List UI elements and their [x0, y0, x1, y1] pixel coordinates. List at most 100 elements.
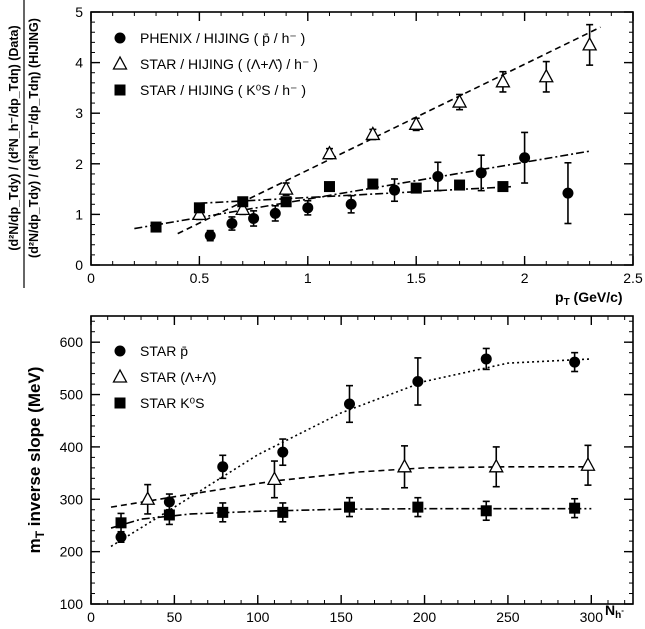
- legend-marker: [114, 397, 126, 409]
- data-point: [365, 126, 381, 141]
- x-tick-label: 2: [521, 270, 529, 286]
- bottom-fit-lines: [110, 358, 592, 548]
- data-point: [277, 446, 289, 458]
- bottom-plot-frame: [90, 315, 634, 605]
- data-point: [277, 506, 289, 518]
- data-point: [412, 501, 424, 513]
- data-point: [451, 93, 468, 108]
- data-point: [562, 187, 574, 199]
- data-point: [163, 509, 175, 521]
- data-point: [345, 198, 357, 210]
- data-point: [115, 531, 127, 543]
- x-tick-label: 250: [496, 609, 520, 624]
- data-point: [480, 353, 492, 365]
- x-tick-label: 300: [580, 609, 604, 624]
- x-tick-label: 0: [87, 609, 95, 624]
- x-tick-label: 200: [413, 609, 437, 624]
- data-point: [278, 180, 294, 195]
- legend-marker: [114, 32, 126, 44]
- top-data-marks: [150, 23, 598, 242]
- data-point: [580, 456, 596, 471]
- y-tick-label: 1: [75, 206, 83, 222]
- data-point: [140, 490, 156, 505]
- data-point: [475, 167, 487, 179]
- top-axes: 0 0.5 1 1.5 2 2.5 0 1 2 3 4 5: [75, 4, 643, 286]
- x-tick-label: 0: [87, 270, 95, 286]
- fit-line: [110, 466, 592, 508]
- data-point: [569, 356, 581, 368]
- data-point: [343, 501, 355, 513]
- x-tick-label: 150: [329, 609, 353, 624]
- bottom-x-axis-label: Nh-: [605, 602, 624, 621]
- legend-label: STAR p̄: [140, 343, 188, 359]
- top-plot: 0 0.5 1 1.5 2 2.5 0 1 2 3 4 5 PHENIX / HIJING ( p̄ …: [7, 0, 643, 308]
- data-point: [237, 196, 249, 208]
- y-tick-label: 400: [60, 439, 84, 455]
- data-point: [269, 207, 281, 219]
- data-point: [191, 206, 207, 221]
- x-tick-label: 2.5: [623, 270, 643, 286]
- x-tick-label: 1.5: [406, 270, 426, 286]
- data-point: [389, 184, 401, 196]
- bottom-legend: STAR p̄ STAR (Λ+Λ̄) STAR K⁰S: [112, 343, 216, 411]
- data-point: [235, 200, 251, 215]
- y-tick-label: 2: [75, 156, 83, 172]
- data-point: [248, 212, 260, 224]
- data-point: [480, 505, 492, 517]
- data-point: [343, 398, 355, 410]
- top-y-axis-label: (d²N/dp_Tdy) / (d²N_h⁻/dp_Tdη) (Data) (d…: [7, 0, 41, 288]
- data-point: [538, 68, 554, 83]
- data-point: [396, 458, 413, 473]
- data-point: [280, 196, 292, 208]
- legend-marker: [114, 345, 126, 357]
- data-point: [217, 461, 229, 473]
- y-tick-label: 300: [60, 491, 84, 507]
- y-tick-label: 5: [75, 4, 83, 20]
- legend-marker: [114, 84, 126, 96]
- data-point: [266, 471, 283, 486]
- legend-marker: [112, 55, 128, 70]
- fit-line: [177, 26, 601, 235]
- x-tick-label: 50: [167, 609, 183, 624]
- data-point: [569, 502, 581, 514]
- data-point: [150, 221, 162, 233]
- data-point: [497, 181, 509, 193]
- data-point: [226, 218, 238, 230]
- data-point: [367, 178, 379, 190]
- fit-line: [134, 150, 590, 230]
- x-tick-label: 0.5: [190, 270, 210, 286]
- data-point: [495, 73, 511, 88]
- y-tick-label: 3: [75, 105, 83, 121]
- data-point: [321, 145, 338, 160]
- y-tick-label: 500: [60, 387, 84, 403]
- x-tick-label: 1: [304, 270, 312, 286]
- data-point: [582, 36, 598, 51]
- x-tick-label: 100: [246, 609, 270, 624]
- legend-marker: [112, 368, 128, 383]
- data-point: [302, 202, 314, 214]
- data-point: [519, 152, 531, 164]
- legend-label: PHENIX / HIJING ( p̄ / h⁻ ): [140, 30, 305, 46]
- data-point: [432, 170, 444, 182]
- data-point: [204, 230, 216, 242]
- top-y-axis-label-lower: (d²N/dp_Tdy) / (d²N_h⁻/dp_Tdη) (HIJING): [27, 18, 41, 258]
- top-x-axis-label: pT (GeV/c): [555, 289, 623, 308]
- legend-label: STAR / HIJING ( K⁰S / h⁻ ): [140, 82, 306, 98]
- data-point: [410, 182, 422, 194]
- data-point: [412, 375, 424, 387]
- fit-line: [110, 358, 592, 548]
- bottom-plot: 0 50 100 150 200 250 300 100 200 300 400 500 600 STA…: [25, 315, 634, 625]
- y-tick-label: 600: [60, 334, 84, 350]
- data-point: [488, 458, 504, 473]
- data-point: [115, 517, 127, 529]
- y-tick-label: 200: [60, 544, 84, 560]
- data-point: [323, 181, 335, 193]
- top-y-axis-label-upper: (d²N/dp_Tdy) / (d²N_h⁻/dp_Tdη) (Data): [7, 25, 21, 250]
- top-legend: PHENIX / HIJING ( p̄ / h⁻ ) STAR / HIJING…: [112, 30, 318, 98]
- legend-label: STAR / HIJING ( (Λ+Λ̄) / h⁻ ): [140, 56, 318, 72]
- y-tick-label: 4: [75, 55, 83, 71]
- top-plot-frame: [90, 11, 634, 266]
- data-point: [217, 506, 229, 518]
- bottom-data-marks: [115, 347, 596, 544]
